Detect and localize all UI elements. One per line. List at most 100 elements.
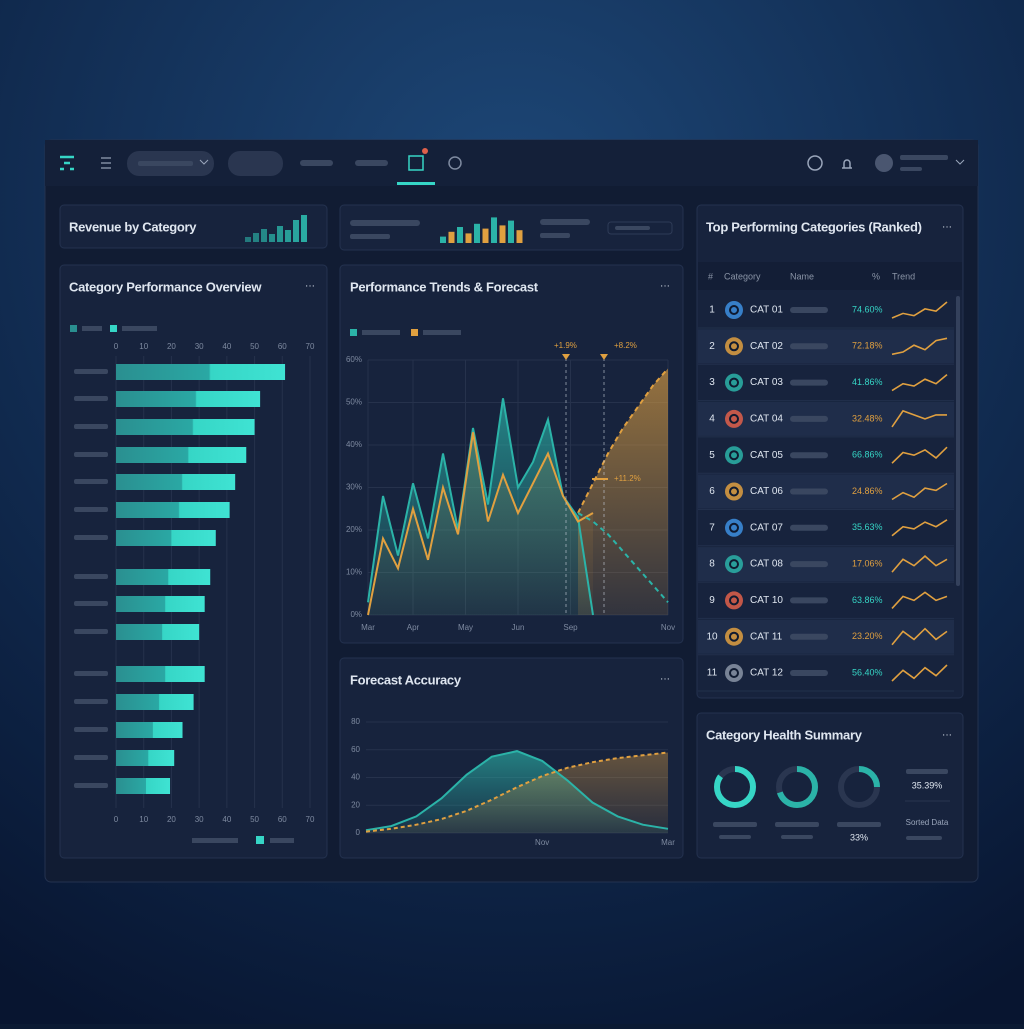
label-placeholder	[74, 727, 108, 732]
category: CAT 05	[750, 450, 783, 461]
revenue-card	[59, 204, 328, 249]
y-tick-label: 40%	[346, 440, 362, 449]
health-label: Sorted Data	[906, 818, 949, 827]
column-header: Trend	[892, 271, 915, 281]
bar	[116, 530, 216, 546]
trend-line	[891, 664, 948, 682]
logo[interactable]	[60, 155, 74, 171]
trend-line	[891, 627, 948, 646]
x-tick-label: 30	[195, 342, 204, 351]
mini-bar	[285, 230, 291, 242]
placeholder	[906, 836, 942, 840]
category-icon-inner	[729, 631, 739, 642]
placeholder	[837, 822, 881, 827]
more-button[interactable]: ···	[305, 281, 315, 292]
bar	[116, 502, 230, 518]
label-placeholder	[74, 783, 108, 788]
card-title: Category Performance Overview	[69, 279, 262, 294]
more-button[interactable]: ···	[660, 281, 670, 292]
mini-bar	[269, 234, 275, 242]
settings-icon[interactable]	[448, 156, 462, 170]
more-button[interactable]: ···	[942, 222, 952, 233]
bar	[116, 624, 200, 640]
mini-bar	[482, 228, 489, 243]
mini-bar	[301, 215, 307, 242]
name-placeholder	[790, 452, 828, 459]
legend-swatch	[70, 325, 77, 332]
x-tick-label: 70	[306, 342, 315, 351]
y-tick-label: 10%	[346, 568, 362, 577]
mini-bar	[491, 217, 497, 243]
category-icon-inner	[729, 595, 739, 606]
donut	[714, 766, 756, 808]
overview-card	[59, 264, 328, 859]
y-tick-label: 60%	[346, 355, 362, 364]
help-icon[interactable]	[807, 155, 823, 171]
name-placeholder	[790, 379, 828, 386]
category-icon-inner	[729, 341, 739, 352]
name-placeholder	[790, 524, 828, 531]
category-icon	[725, 518, 743, 537]
category-icon	[725, 664, 743, 682]
name-placeholder	[790, 561, 828, 568]
health-card	[696, 712, 964, 859]
user-name	[900, 155, 948, 160]
trend-line	[891, 409, 947, 428]
x-tick-label: Jun	[512, 623, 525, 632]
category: CAT 11	[750, 631, 783, 642]
card-title: Top Performing Categories (Ranked)	[706, 219, 922, 234]
x-tick-label: 20	[167, 342, 176, 351]
more-button[interactable]: ···	[660, 674, 670, 685]
placeholder	[713, 822, 757, 827]
scrollbar[interactable]	[956, 296, 960, 586]
category-icon	[725, 591, 743, 610]
menu-icon[interactable]	[101, 157, 111, 169]
percent: 24.86%	[852, 486, 883, 496]
percent: 41.86%	[852, 377, 883, 387]
x-tick-label: 50	[250, 342, 259, 351]
user-menu-arrow[interactable]	[955, 159, 965, 165]
x-tick-label: May	[458, 623, 473, 632]
category-icon	[725, 337, 743, 356]
pill-button[interactable]	[228, 151, 283, 176]
y-tick-label: 20	[351, 800, 360, 809]
edit-icon[interactable]	[408, 155, 424, 171]
more-button[interactable]: ···	[942, 730, 952, 741]
nav-item[interactable]	[300, 160, 333, 166]
category-icon	[725, 446, 743, 465]
bar	[116, 364, 286, 380]
y-tick-label: 50%	[346, 398, 362, 407]
rank: 4	[709, 414, 715, 425]
label-placeholder	[74, 369, 108, 374]
percent: 23.20%	[852, 631, 883, 641]
percent: 66.86%	[852, 450, 883, 460]
donut	[838, 766, 880, 808]
category-icon	[725, 555, 743, 574]
x-tick-label: 60	[278, 815, 287, 824]
mini-bar	[457, 227, 463, 243]
category-icon-inner	[729, 522, 739, 533]
legend-placeholder	[192, 838, 238, 843]
bar	[116, 474, 236, 490]
bar	[116, 750, 175, 766]
legend-placeholder	[423, 330, 461, 335]
category: CAT 02	[750, 341, 783, 352]
nav-item[interactable]	[355, 160, 388, 166]
rank: 11	[707, 668, 718, 679]
x-tick-label: Mar	[661, 838, 675, 847]
line	[367, 432, 594, 616]
label-placeholder	[74, 601, 108, 606]
bell-icon[interactable]	[842, 159, 852, 169]
select[interactable]	[607, 221, 673, 235]
avatar[interactable]	[875, 154, 893, 172]
column-header: Name	[790, 271, 814, 281]
legend-placeholder	[362, 330, 400, 335]
legend-placeholder	[270, 838, 294, 843]
y-tick-label: 80	[351, 717, 360, 726]
trend-line	[891, 555, 948, 573]
name-placeholder	[790, 597, 828, 604]
x-tick-label: 30	[195, 815, 204, 824]
bar	[116, 569, 211, 585]
placeholder	[540, 233, 570, 238]
